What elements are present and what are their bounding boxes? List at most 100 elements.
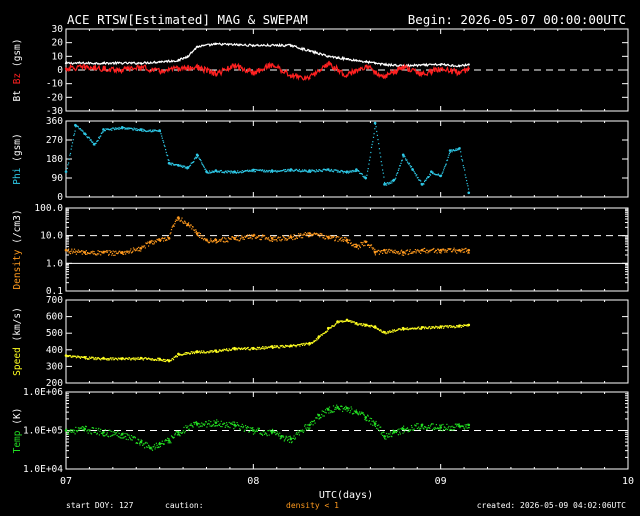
density-density-series-sample bbox=[174, 223, 176, 225]
density-density-series-sample bbox=[392, 252, 394, 254]
speed-speed-series-sample bbox=[220, 349, 222, 351]
temp-temp-series-sample bbox=[100, 428, 102, 430]
temp-temp-series-sample bbox=[246, 428, 248, 430]
phi-phi-series-sample bbox=[280, 170, 282, 172]
density-density-series-sample bbox=[255, 237, 257, 239]
temp-temp-series-sample bbox=[307, 427, 309, 429]
temp-temp-series-sample bbox=[125, 438, 127, 440]
phi-phi-series-sample bbox=[153, 130, 156, 132]
phi-phi-series-sample bbox=[264, 169, 266, 171]
speed-speed-series-sample bbox=[231, 348, 233, 351]
temp-temp-series-point bbox=[364, 416, 368, 419]
density-density-series-sample bbox=[281, 238, 283, 240]
phi-phi-series-sample bbox=[69, 154, 71, 156]
mag-bz-series-point bbox=[196, 66, 199, 69]
phi-phi-series-sample bbox=[408, 162, 411, 164]
temp-temp-series-sample bbox=[447, 427, 449, 429]
speed-speed-series-sample bbox=[256, 349, 258, 351]
phi-phi-series-sample bbox=[317, 170, 319, 172]
density-density-series-sample bbox=[324, 238, 326, 240]
temp-temp-series-sample bbox=[298, 434, 300, 436]
phi-phi-series-sample bbox=[450, 150, 452, 152]
temp-temp-series-sample bbox=[370, 423, 372, 425]
speed-speed-series-sample bbox=[309, 343, 312, 345]
phi-phi-series-sample bbox=[192, 161, 194, 163]
temp-temp-series-sample bbox=[131, 439, 133, 441]
speed-speed-series-sample bbox=[334, 324, 336, 326]
temp-temp-series-sample bbox=[233, 421, 236, 423]
density-density-series-sample bbox=[462, 251, 464, 253]
density-density-series-sample bbox=[298, 233, 300, 235]
temp-temp-series-sample bbox=[280, 437, 282, 439]
temp-temp-series-sample bbox=[199, 423, 201, 425]
phi-phi-series-sample bbox=[358, 170, 360, 172]
phi-phi-series-sample bbox=[179, 165, 181, 167]
phi-phi-series-sample bbox=[332, 170, 334, 172]
temp-temp-series-sample bbox=[152, 446, 154, 448]
density-density-series-sample bbox=[409, 249, 411, 251]
phi-phi-series-sample bbox=[373, 133, 375, 135]
density-density-series-sample bbox=[262, 234, 264, 236]
phi-phi-series-sample bbox=[172, 162, 174, 165]
density-density-series-sample bbox=[420, 249, 422, 251]
phi-phi-series-sample bbox=[460, 151, 462, 153]
density-density-series-sample bbox=[243, 236, 245, 239]
speed-speed-series-sample bbox=[411, 327, 413, 330]
density-density-series-sample bbox=[187, 223, 189, 225]
phi-phi-series-sample bbox=[363, 177, 365, 179]
density-density-series-sample bbox=[128, 251, 131, 253]
speed-speed-series-sample bbox=[90, 357, 92, 359]
density-density-series-sample bbox=[325, 238, 327, 240]
temp-temp-series-sample bbox=[269, 429, 271, 431]
temp-temp-series-sample bbox=[357, 413, 359, 415]
phi-phi-series-sample bbox=[398, 168, 400, 170]
phi-phi-series-sample bbox=[336, 169, 338, 171]
phi-phi-series-sample bbox=[201, 163, 203, 165]
phi-phi-series-sample bbox=[251, 170, 253, 173]
phi-phi-series-sample bbox=[345, 171, 347, 173]
phi-phi-series-sample bbox=[250, 170, 252, 172]
temp-temp-series-sample bbox=[69, 430, 71, 432]
temp-temp-series-sample bbox=[266, 433, 268, 435]
temp-temp-series-sample bbox=[334, 406, 336, 408]
phi-phi-series-sample bbox=[225, 170, 227, 172]
mag-ytick-label: -30 bbox=[46, 106, 63, 117]
temp-temp-series-sample bbox=[114, 433, 116, 435]
speed-speed-series-sample bbox=[108, 358, 110, 360]
density-density-series-sample bbox=[332, 236, 334, 238]
phi-phi-series-sample bbox=[212, 170, 215, 172]
phi-phi-series-sample bbox=[142, 128, 144, 130]
phi-phi-series-sample bbox=[227, 170, 230, 172]
phi-phi-series-sample bbox=[412, 168, 414, 170]
phi-phi-series-sample bbox=[75, 124, 77, 127]
temp-temp-series-point bbox=[439, 426, 442, 429]
speed-speed-series-sample bbox=[229, 349, 232, 351]
density-density-series-sample bbox=[403, 254, 405, 256]
speed-speed-series-sample bbox=[316, 339, 318, 341]
temp-temp-series-sample bbox=[305, 427, 307, 429]
temp-temp-series-sample bbox=[358, 412, 360, 414]
speed-speed-series-sample bbox=[458, 326, 460, 328]
speed-speed-series-sample bbox=[250, 348, 252, 350]
temp-temp-series-sample bbox=[108, 436, 110, 438]
density-density-series-sample bbox=[466, 249, 468, 251]
density-density-series-sample bbox=[424, 250, 426, 252]
speed-speed-series-sample bbox=[319, 335, 321, 337]
density-density-series-sample bbox=[229, 238, 232, 240]
speed-speed-series-sample bbox=[227, 350, 230, 352]
speed-speed-series-sample bbox=[325, 331, 327, 333]
phi-phi-series-sample bbox=[461, 158, 463, 161]
temp-temp-series-sample bbox=[385, 438, 387, 440]
density-density-series-sample bbox=[328, 238, 330, 240]
temp-temp-series-sample bbox=[221, 426, 223, 428]
phi-phi-series-sample bbox=[138, 129, 140, 132]
temp-temp-series-sample bbox=[113, 434, 115, 436]
speed-speed-series-sample bbox=[467, 324, 470, 326]
speed-speed-series-sample bbox=[130, 359, 132, 361]
density-density-series-sample bbox=[311, 235, 313, 237]
phi-phi-series-sample bbox=[250, 169, 253, 171]
density-density-series-sample bbox=[461, 248, 463, 250]
phi-phi-series-sample bbox=[159, 130, 161, 133]
speed-speed-series-sample bbox=[318, 337, 320, 339]
density-density-series-sample bbox=[239, 238, 241, 240]
